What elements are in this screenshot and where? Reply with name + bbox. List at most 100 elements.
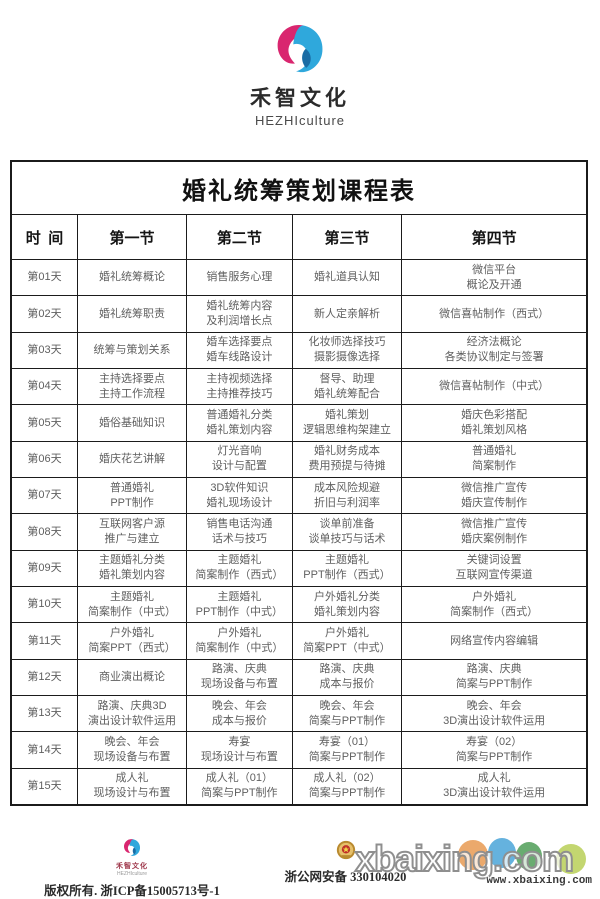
session4-cell: 微信推广宣传 婚庆宣传制作 (461, 481, 528, 509)
session1-cell: 晚会、年会 现场设备与布置 (78, 732, 188, 768)
session4-cell: 成人礼 3D演出设计软件运用 (443, 772, 546, 800)
day-cell: 第11天 (12, 623, 78, 659)
session1-cell: 普通婚礼 PPT制作 (78, 477, 188, 514)
table-body: 第01天 婚礼统筹概论 销售服务心理 婚礼道具认知 微信平台 概论及开通 第02… (12, 260, 586, 804)
day-cell: 第15天 (12, 768, 78, 804)
table-row: 第12天 商业演出概论 路演、庆典 现场设备与布置 路演、庆典 成本与报价 路演… (12, 659, 586, 696)
session2-cell: 寿宴 现场设计与布置 (187, 732, 293, 768)
session1-cell: 主题婚礼 简案制作（中式） (78, 586, 188, 623)
day-cell: 第07天 (12, 477, 78, 514)
session3-cell: 主题婚礼 PPT制作（西式） (293, 550, 403, 586)
day-cell: 第02天 (12, 296, 78, 332)
copyright-text: 版权所有. 浙ICP备15005713号-1 (44, 884, 220, 898)
session1-cell: 婚俗基础知识 (78, 405, 188, 441)
day-cell: 第05天 (12, 405, 78, 441)
header-time: 时 间 (12, 215, 78, 259)
session4-cell: 关键词设置 互联网宣传渠道 (455, 554, 533, 582)
session2-cell: 晚会、年会 成本与报价 (187, 695, 293, 732)
session2-cell: 普通婚礼分类 婚礼策划内容 (187, 405, 293, 441)
session4-cell: 网络宣传内容编辑 (450, 634, 539, 647)
session2-cell: 主持视频选择 主持推荐技巧 (187, 368, 293, 405)
table-row: 第02天 婚礼统筹职责 婚礼统筹内容 及利润增长点 新人定亲解析 微信喜帖制作（… (12, 296, 586, 333)
brand-subname: HEZHIculture (254, 113, 346, 128)
table-header-row: 时 间 第一节 第二节 第三节 第四节 (12, 215, 586, 260)
session4-cell: 普通婚礼 简案制作 (472, 445, 517, 473)
session2-cell: 主题婚礼 PPT制作（中式） (187, 586, 293, 623)
session3-cell: 成本风险规避 折旧与利润率 (293, 477, 403, 514)
header-session3: 第三节 (293, 215, 403, 259)
watermark-blob-icon (488, 838, 516, 868)
session1-cell: 统筹与策划关系 (78, 332, 188, 368)
session1-cell: 婚礼统筹职责 (78, 296, 188, 332)
session3-cell: 婚礼财务成本 费用预提与待摊 (293, 441, 403, 477)
session2-cell: 灯光音响 设计与配置 (187, 441, 293, 477)
session2-cell: 主题婚礼 简案制作（西式） (187, 550, 293, 586)
session2-cell: 婚车选择要点 婚车线路设计 (187, 332, 293, 368)
session4-cell: 婚庆色彩搭配 婚礼策划风格 (461, 409, 528, 436)
table-title: 婚礼统筹策划课程表 (12, 162, 586, 215)
watermark-blob-icon (458, 840, 488, 870)
session3-cell: 婚礼策划 逻辑思维构架建立 (293, 405, 403, 441)
footer-copyright-block: 禾智文化 HEZHIculture 版权所有. 浙ICP备15005713号-1 (26, 838, 238, 899)
session4-cell: 微信喜帖制作（西式） (439, 307, 550, 320)
table-row: 第09天 主题婚礼分类 婚礼策划内容 主题婚礼 简案制作（西式） 主题婚礼 PP… (12, 550, 586, 587)
session4-cell: 微信推广宣传 婚庆案例制作 (461, 518, 528, 545)
day-cell: 第01天 (12, 260, 78, 296)
session1-cell: 户外婚礼 简案PPT（西式） (78, 623, 188, 659)
session4-cell: 路演、庆典 简案与PPT制作 (455, 663, 533, 691)
session1-cell: 路演、庆典3D 演出设计软件运用 (78, 695, 188, 732)
day-cell: 第13天 (12, 695, 78, 732)
session2-cell: 户外婚礼 简案制作（中式） (187, 623, 293, 659)
day-cell: 第10天 (12, 586, 78, 623)
table-row: 第04天 主持选择要点 主持工作流程 主持视频选择 主持推荐技巧 督导、助理 婚… (12, 368, 586, 406)
session2-cell: 婚礼统筹内容 及利润增长点 (187, 296, 293, 332)
footer-brand-logo-icon (121, 838, 143, 858)
table-row: 第03天 统筹与策划关系 婚车选择要点 婚车线路设计 化妆师选择技巧 摄影摄像选… (12, 332, 586, 369)
footer-brand-name: 禾智文化 (116, 863, 148, 870)
table-row: 第06天 婚庆花艺讲解 灯光音响 设计与配置 婚礼财务成本 费用预提与待摊 普通… (12, 441, 586, 478)
brand-name: 禾智文化 (250, 87, 350, 110)
session1-cell: 婚庆花艺讲解 (78, 441, 188, 477)
session1-cell: 婚礼统筹概论 (78, 260, 188, 296)
day-cell: 第06天 (12, 441, 78, 477)
day-cell: 第09天 (12, 550, 78, 586)
header-session2: 第二节 (187, 215, 293, 259)
day-cell: 第12天 (12, 659, 78, 695)
header-session4: 第四节 (471, 230, 517, 247)
session4-cell: 微信喜帖制作（中式） (439, 380, 550, 393)
session3-cell: 成人礼（02） 简案与PPT制作 (293, 768, 403, 804)
session3-cell: 谈单前准备 谈单技巧与话术 (293, 514, 403, 550)
brand-logo-icon (269, 22, 331, 78)
session2-cell: 销售电话沟通 话术与技巧 (187, 514, 293, 550)
session4-cell: 经济法概论 各类协议制定与签署 (444, 336, 544, 364)
session2-cell: 成人礼（01） 简案与PPT制作 (187, 768, 293, 804)
security-record-text: 浙公网安备 330104020 (284, 870, 407, 884)
watermark-url: www.xbaixing.com (486, 875, 592, 887)
session1-cell: 商业演出概论 (78, 659, 188, 695)
table-row: 第07天 普通婚礼 PPT制作 3D软件知识 婚礼现场设计 成本风险规避 折旧与… (12, 477, 586, 515)
header-session1: 第一节 (78, 215, 188, 259)
day-cell: 第08天 (12, 514, 78, 550)
footer-security-block: 浙公网安备 330104020 (238, 840, 453, 885)
table-row: 第01天 婚礼统筹概论 销售服务心理 婚礼道具认知 微信平台 概论及开通 (12, 260, 586, 297)
watermark-blob-icon (556, 844, 586, 874)
table-row: 第15天 成人礼 现场设计与布置 成人礼（01） 简案与PPT制作 成人礼（02… (12, 768, 586, 804)
session1-cell: 主题婚礼分类 婚礼策划内容 (78, 550, 188, 586)
session2-cell: 路演、庆典 现场设备与布置 (187, 659, 293, 695)
watermark-blob-icon (516, 842, 542, 870)
session4-cell: 寿宴（02） 简案与PPT制作 (455, 736, 533, 763)
course-table: 婚礼统筹策划课程表 时 间 第一节 第二节 第三节 第四节 第01天 婚礼统筹概… (10, 160, 588, 806)
session3-cell: 户外婚礼分类 婚礼策划内容 (293, 586, 403, 623)
session3-cell: 督导、助理 婚礼统筹配合 (293, 368, 403, 405)
brand-header: 禾智文化 HEZHIculture (0, 22, 600, 128)
table-row: 第05天 婚俗基础知识 普通婚礼分类 婚礼策划内容 婚礼策划 逻辑思维构架建立 … (12, 405, 586, 442)
session3-cell: 户外婚礼 简案PPT（中式） (293, 623, 403, 659)
session4-cell: 晚会、年会 3D演出设计软件运用 (443, 699, 546, 727)
session4-cell: 微信平台 概论及开通 (466, 263, 522, 291)
table-row: 第10天 主题婚礼 简案制作（中式） 主题婚礼 PPT制作（中式） 户外婚礼分类… (12, 586, 586, 624)
table-row: 第14天 晚会、年会 现场设备与布置 寿宴 现场设计与布置 寿宴（01） 简案与… (12, 732, 586, 769)
session2-cell: 销售服务心理 (187, 260, 293, 296)
session1-cell: 互联网客户源 推广与建立 (78, 514, 188, 550)
table-row: 第13天 路演、庆典3D 演出设计软件运用 晚会、年会 成本与报价 晚会、年会 … (12, 695, 586, 733)
session4-cell: 户外婚礼 简案制作（西式） (450, 590, 539, 618)
